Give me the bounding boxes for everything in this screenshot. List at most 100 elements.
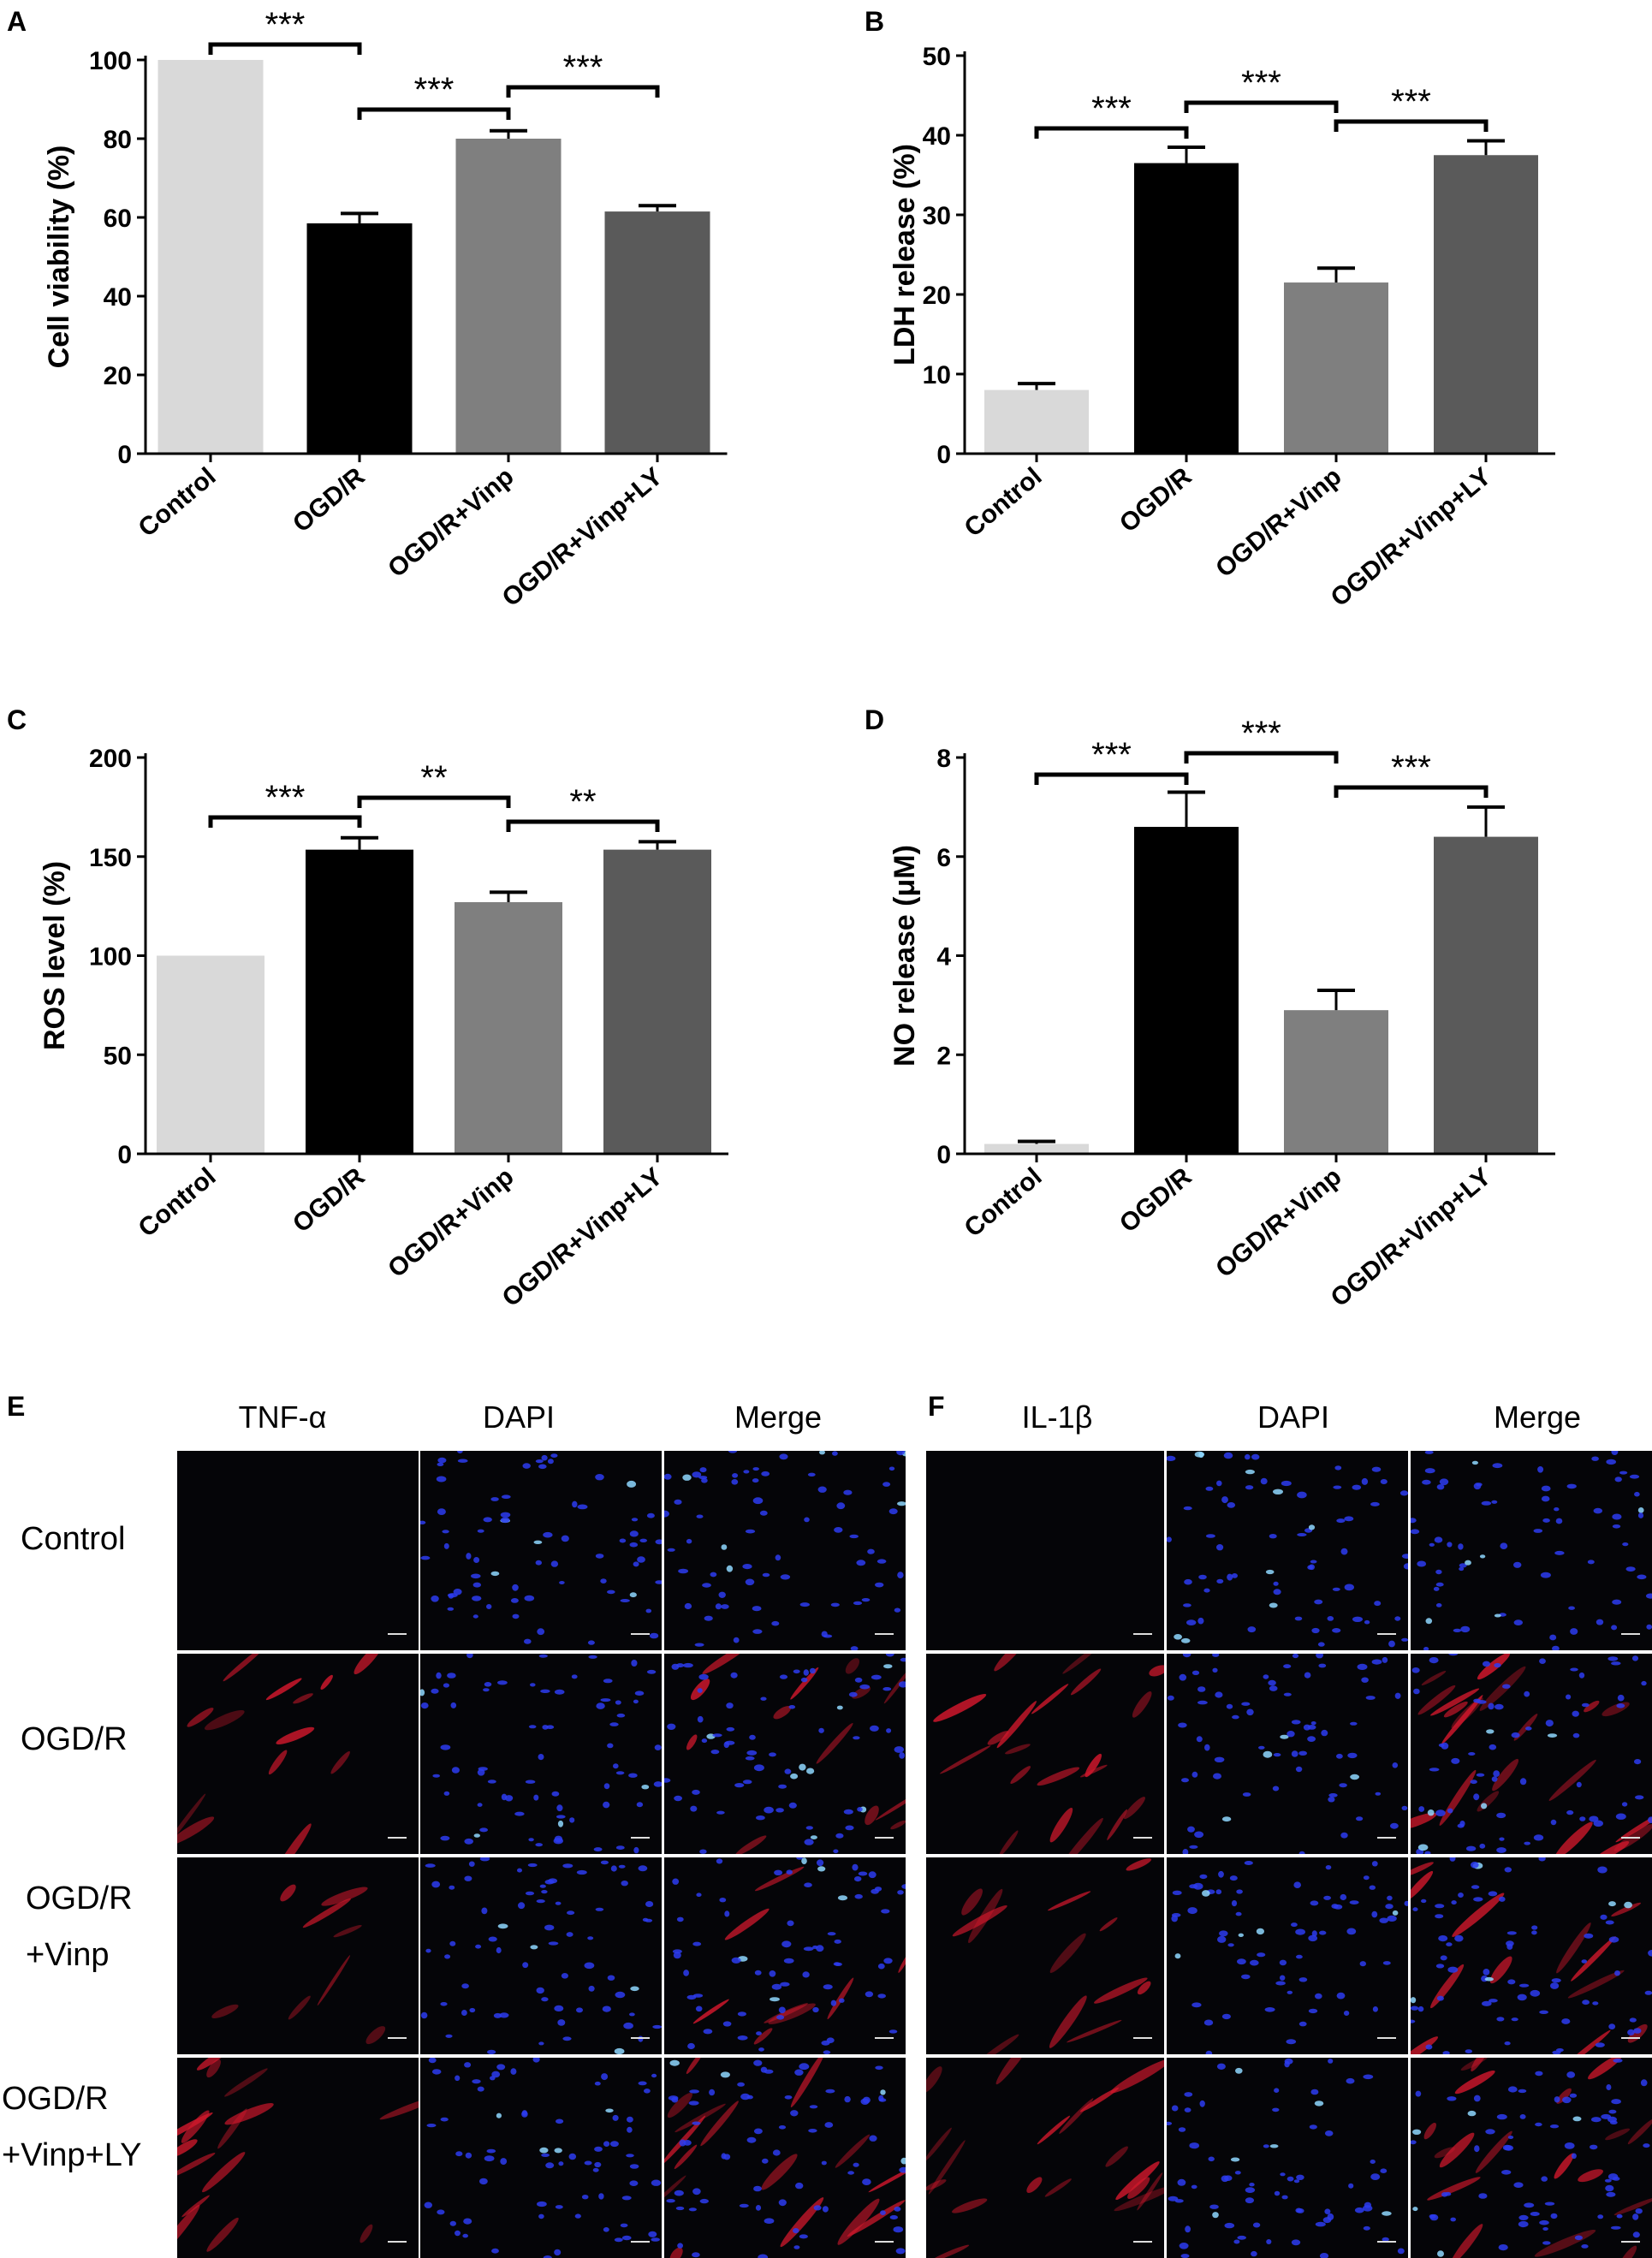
micrograph-image	[177, 1654, 419, 1854]
y-axis-label-b: LDH release (%)	[888, 144, 921, 365]
micrograph-image	[420, 1451, 662, 1650]
ytick-label-c-0: 0	[117, 1141, 132, 1169]
column-header-dapi-e: DAPI	[399, 1399, 639, 1435]
ytick-label-b-0: 0	[936, 441, 951, 469]
micrograph-e-r2-c3	[664, 1654, 906, 1854]
column-header-tnf-alpha: TNF-α	[163, 1399, 402, 1435]
significance-bracket-c-3	[508, 822, 657, 832]
micrograph-image	[926, 2058, 1164, 2258]
scale-bar	[875, 1837, 894, 1844]
ytick-label-d-1: 2	[936, 1042, 951, 1070]
micrograph-image	[420, 1654, 662, 1854]
significance-label-b-2: ***	[1241, 64, 1281, 102]
bar-d-1	[984, 1144, 1089, 1154]
micrograph-f-r4-c3	[1411, 2058, 1652, 2258]
xtick-label-a-2: OGD/R	[288, 462, 371, 538]
micrograph-e-r3-c3	[664, 1857, 906, 2054]
panel-letter-e: E	[7, 1391, 25, 1423]
ytick-label-b-4: 40	[923, 122, 951, 151]
scale-bar	[875, 1633, 894, 1640]
scale-bar	[388, 1633, 407, 1640]
micrograph-e-r3-c1	[177, 1857, 419, 2054]
ytick-label-a-2: 40	[104, 283, 132, 312]
ytick-label-d-0: 0	[936, 1141, 951, 1169]
ytick-label-a-4: 80	[104, 126, 132, 154]
micrograph-image	[1167, 1857, 1408, 2054]
significance-label-c-3: **	[569, 783, 596, 821]
scale-bar	[875, 2037, 894, 2044]
ytick-label-c-1: 50	[104, 1042, 132, 1070]
xtick-label-c-3: OGD/R+Vinp	[383, 1162, 519, 1283]
scale-bar	[631, 1837, 650, 1844]
scale-bar	[1621, 1837, 1640, 1844]
xtick-label-b-2: OGD/R	[1114, 462, 1197, 538]
significance-bracket-a-3	[508, 87, 657, 98]
micrograph-image	[926, 1451, 1164, 1650]
significance-bracket-a-2	[360, 110, 508, 120]
micrograph-e-r4-c1	[177, 2058, 419, 2258]
scale-bar	[1133, 1633, 1152, 1640]
scale-bar	[1377, 2037, 1396, 2044]
ytick-label-b-3: 30	[923, 202, 951, 230]
micrograph-f-r2-c1	[926, 1654, 1164, 1854]
micrograph-e-r2-c2	[420, 1654, 662, 1854]
significance-label-a-2: ***	[414, 71, 455, 109]
ytick-label-c-2: 100	[89, 943, 132, 972]
scale-bar	[631, 2037, 650, 2044]
significance-bracket-a-1	[211, 45, 360, 55]
micrograph-image	[420, 2058, 662, 2258]
bar-a-3	[456, 139, 562, 454]
significance-label-c-1: ***	[265, 779, 306, 817]
micrograph-e-r1-c1	[177, 1451, 419, 1650]
micrograph-e-r4-c3	[664, 2058, 906, 2258]
column-header-il1-beta: IL-1β	[937, 1399, 1177, 1435]
ytick-label-b-5: 50	[923, 43, 951, 71]
immunofluorescence-figure: E F TNF-α DAPI Merge IL-1β DAPI Merge Co…	[0, 1382, 1652, 2183]
significance-bracket-b-3	[1336, 122, 1486, 132]
significance-bracket-d-1	[1037, 775, 1186, 785]
ytick-label-d-3: 6	[936, 844, 951, 872]
y-axis-label-a: Cell viability (%)	[43, 146, 75, 369]
micrograph-f-r1-c3	[1411, 1451, 1652, 1650]
significance-label-c-2: **	[420, 759, 447, 797]
micrograph-e-r1-c3	[664, 1451, 906, 1650]
ytick-label-c-3: 150	[89, 844, 132, 872]
significance-label-b-3: ***	[1391, 83, 1431, 121]
scale-bar	[1621, 2241, 1640, 2248]
bar-c-1	[157, 956, 264, 1155]
panel-letter-b: B	[865, 6, 884, 37]
scale-bar	[1621, 1633, 1640, 1640]
scale-bar	[1133, 2037, 1152, 2044]
micrograph-image	[926, 1857, 1164, 2054]
micrograph-image	[177, 1857, 419, 2054]
bar-a-1	[158, 60, 264, 454]
xtick-label-a-3: OGD/R+Vinp	[383, 462, 519, 583]
significance-label-a-3: ***	[563, 49, 603, 86]
ytick-label-d-2: 4	[936, 943, 951, 972]
significance-label-d-1: ***	[1091, 736, 1132, 774]
row-label-ogdr-vinp: OGD/R +Vinp	[26, 1870, 133, 1983]
ytick-label-a-0: 0	[117, 441, 132, 469]
bar-c-2	[306, 850, 413, 1154]
bar-c-4	[603, 850, 711, 1154]
micrograph-f-r3-c1	[926, 1857, 1164, 2054]
micrograph-image	[664, 1451, 906, 1650]
xtick-label-d-1: Control	[960, 1162, 1048, 1243]
ytick-label-a-1: 20	[104, 362, 132, 390]
xtick-label-d-4: OGD/R+Vinp+LY	[1325, 1162, 1496, 1312]
micrograph-image	[1411, 1451, 1652, 1650]
ytick-label-a-3: 60	[104, 205, 132, 233]
y-axis-label-c: ROS level (%)	[39, 861, 71, 1050]
micrograph-f-r3-c2	[1167, 1857, 1408, 2054]
micrograph-image	[1167, 2058, 1408, 2258]
row-label-control: Control	[21, 1511, 126, 1567]
micrograph-e-r1-c2	[420, 1451, 662, 1650]
scale-bar	[875, 2241, 894, 2248]
micrograph-e-r3-c2	[420, 1857, 662, 2054]
micrograph-image	[664, 2058, 906, 2258]
panel-letter-d: D	[865, 704, 884, 735]
significance-label-a-1: ***	[265, 6, 306, 44]
significance-label-d-3: ***	[1391, 749, 1431, 787]
xtick-label-b-4: OGD/R+Vinp+LY	[1325, 462, 1496, 612]
